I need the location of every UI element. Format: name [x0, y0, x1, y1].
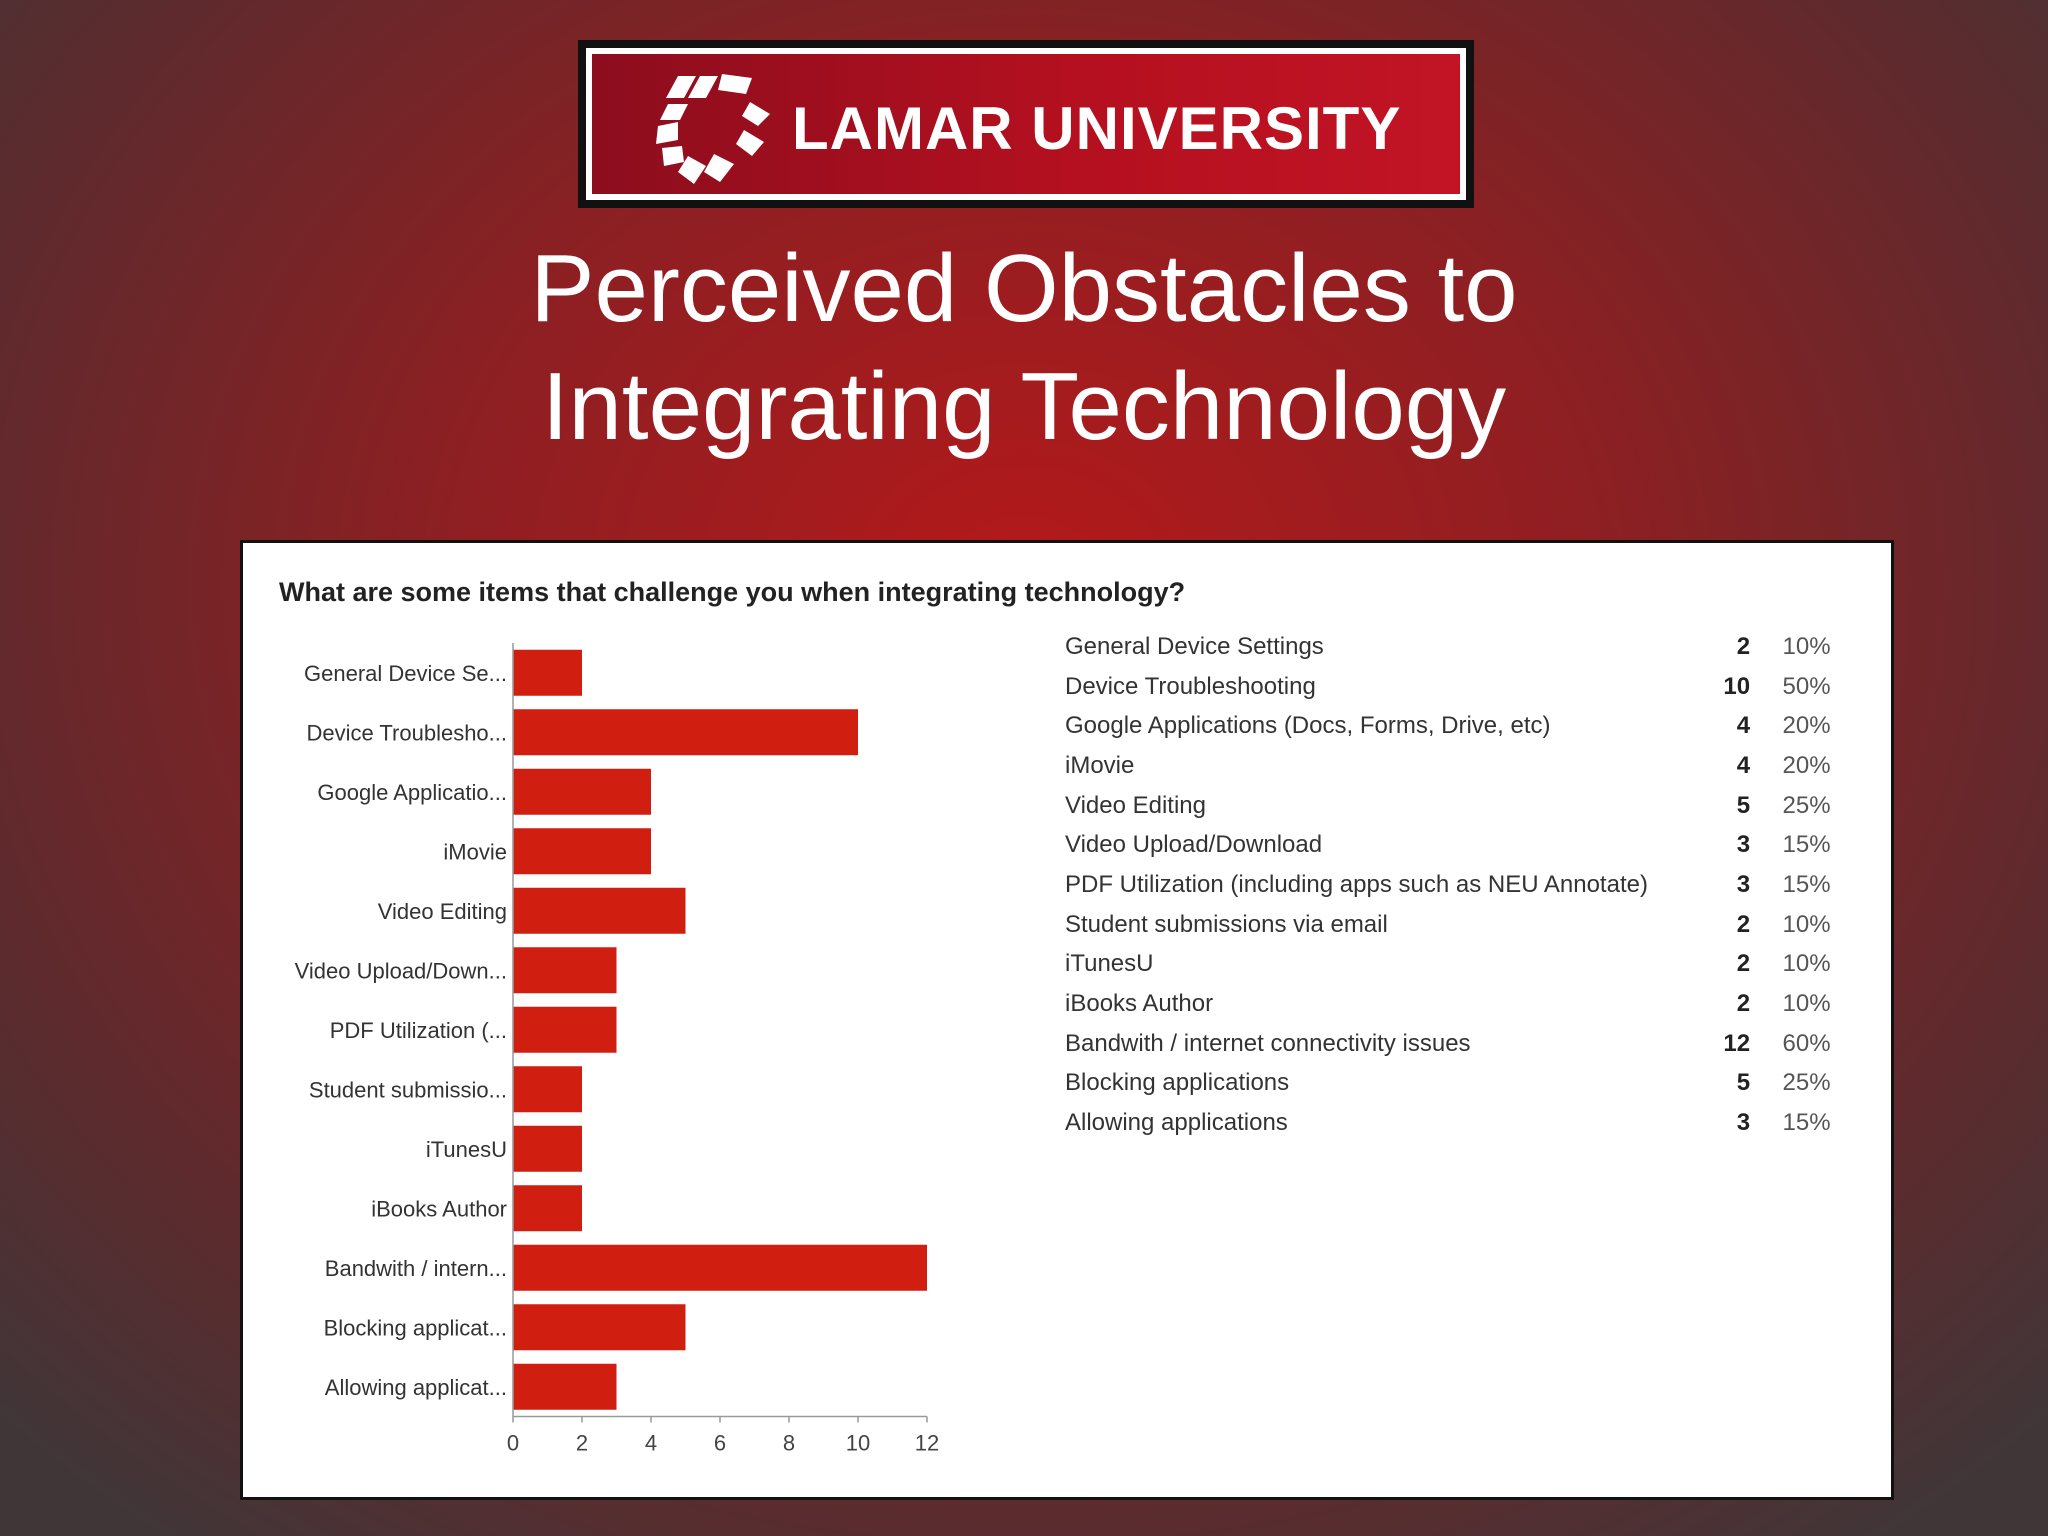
summary-row-percent: 20% — [1782, 751, 1831, 779]
summary-row-count: 3 — [1736, 831, 1751, 859]
summary-row-label: Allowing applications — [1065, 1109, 1288, 1137]
category-label: Device Troublesho... — [306, 720, 507, 745]
slide-title: Perceived Obstacles to Integrating Techn… — [0, 230, 2048, 466]
category-label: Allowing applicat... — [325, 1375, 507, 1400]
summary-row: Google Applications (Docs, Forms, Drive,… — [1065, 706, 1855, 746]
summary-row-label: Bandwith / internet connectivity issues — [1065, 1029, 1471, 1057]
summary-row-label: PDF Utilization (including apps such as … — [1065, 870, 1648, 898]
category-label: Video Editing — [378, 899, 507, 924]
summary-row-count: 4 — [1736, 751, 1751, 779]
summary-row: Video Editing 5 25% — [1065, 786, 1855, 826]
bar — [513, 649, 582, 696]
chart-question: What are some items that challenge you w… — [279, 577, 1186, 607]
slide-title-line-1: Perceived Obstacles to — [530, 235, 1518, 342]
summary-row-percent: 15% — [1782, 1109, 1831, 1137]
logo-inner: LAMAR UNIVERSITY — [586, 48, 1466, 200]
bar-chart: General Device Se... Device Troublesho...… — [295, 643, 939, 1456]
summary-row-count: 2 — [1736, 910, 1751, 938]
x-tick-label: 6 — [714, 1431, 726, 1456]
summary-row-label: Video Upload/Download — [1065, 831, 1323, 859]
summary-row-percent: 15% — [1782, 870, 1831, 898]
bar — [513, 709, 858, 756]
summary-row-percent: 10% — [1782, 910, 1831, 938]
category-label: iTunesU — [426, 1137, 507, 1162]
summary-row-label: Video Editing — [1065, 791, 1206, 819]
summary-row-count: 5 — [1736, 1069, 1751, 1097]
summary-row-count: 4 — [1736, 712, 1751, 740]
category-label: iMovie — [443, 839, 507, 864]
summary-row: Device Troubleshooting 10 50% — [1065, 667, 1855, 707]
summary-row: Allowing applications 3 15% — [1065, 1103, 1855, 1143]
summary-row-count: 5 — [1736, 791, 1751, 819]
category-label: Student submissio... — [309, 1077, 507, 1102]
category-label: iBooks Author — [371, 1196, 507, 1221]
bar — [513, 887, 686, 934]
summary-row-percent: 10% — [1782, 950, 1831, 978]
category-label: Google Applicatio... — [317, 780, 507, 805]
summary-row-count: 2 — [1736, 950, 1751, 978]
summary-row: iTunesU 2 10% — [1065, 945, 1855, 985]
survey-chart-panel: What are some items that challenge you w… — [240, 540, 1894, 1500]
summary-row-count: 10 — [1723, 672, 1751, 700]
summary-row: General Device Settings 2 10% — [1065, 627, 1855, 667]
bar — [513, 1125, 582, 1172]
summary-table-body: General Device Settings 2 10% Device Troubl… — [1065, 627, 1855, 1143]
summary-row: Bandwith / internet connectivity issues 1… — [1065, 1024, 1855, 1064]
university-star-logo-icon — [656, 74, 770, 184]
summary-row: PDF Utilization (including apps such as … — [1065, 865, 1855, 905]
x-tick-label: 8 — [783, 1431, 795, 1456]
summary-row-percent: 20% — [1782, 712, 1831, 740]
summary-row: Video Upload/Download 3 15% — [1065, 825, 1855, 865]
summary-row-percent: 60% — [1782, 1029, 1831, 1057]
summary-row-percent: 25% — [1782, 1069, 1831, 1097]
summary-row-count: 3 — [1736, 1109, 1751, 1137]
summary-row-percent: 25% — [1782, 791, 1831, 819]
bar — [513, 768, 651, 815]
bar — [513, 947, 617, 994]
summary-row-percent: 15% — [1782, 831, 1831, 859]
category-label: Bandwith / intern... — [325, 1256, 507, 1281]
summary-row-count: 3 — [1736, 870, 1751, 898]
slide-title-line-2: Integrating Technology — [541, 353, 1507, 460]
summary-row: iBooks Author 2 10% — [1065, 984, 1855, 1024]
summary-row-label: Device Troubleshooting — [1065, 672, 1316, 700]
category-label: Video Upload/Down... — [295, 958, 507, 983]
summary-row-count: 2 — [1736, 632, 1751, 660]
bar — [513, 1066, 582, 1113]
summary-row-count: 2 — [1736, 990, 1751, 1018]
summary-row-count: 12 — [1723, 1029, 1751, 1057]
bar — [513, 1363, 617, 1410]
bar — [513, 828, 651, 875]
logo-text: LAMAR UNIVERSITY — [792, 95, 1402, 162]
summary-row-label: Student submissions via email — [1065, 910, 1388, 938]
summary-row: iMovie 4 20% — [1065, 746, 1855, 786]
summary-row-label: iBooks Author — [1065, 990, 1214, 1018]
summary-row-percent: 10% — [1782, 990, 1831, 1018]
bar — [513, 1304, 686, 1351]
x-tick-label: 4 — [645, 1431, 657, 1456]
summary-table: General Device Settings 2 10% Device Troubl… — [1065, 627, 1855, 1143]
bar — [513, 1006, 617, 1053]
x-tick-label: 2 — [576, 1431, 588, 1456]
summary-row: Blocking applications 5 25% — [1065, 1064, 1855, 1104]
summary-row-label: Google Applications (Docs, Forms, Drive,… — [1065, 712, 1551, 740]
x-tick-label: 10 — [846, 1431, 870, 1456]
summary-row-label: Blocking applications — [1065, 1069, 1290, 1097]
summary-row-label: iTunesU — [1065, 950, 1154, 978]
bar — [513, 1244, 927, 1291]
x-tick-label: 12 — [915, 1431, 939, 1456]
summary-row-percent: 10% — [1782, 632, 1831, 660]
logo-banner: LAMAR UNIVERSITY — [578, 40, 1474, 208]
category-label: Blocking applicat... — [324, 1315, 507, 1340]
bar — [513, 1185, 582, 1232]
summary-row-percent: 50% — [1782, 672, 1831, 700]
category-label: General Device Se... — [304, 661, 507, 686]
category-label: PDF Utilization (... — [330, 1018, 507, 1043]
summary-row: Student submissions via email 2 10% — [1065, 905, 1855, 945]
summary-row-label: iMovie — [1065, 751, 1135, 779]
summary-row-label: General Device Settings — [1065, 632, 1324, 660]
x-tick-label: 0 — [507, 1431, 519, 1456]
